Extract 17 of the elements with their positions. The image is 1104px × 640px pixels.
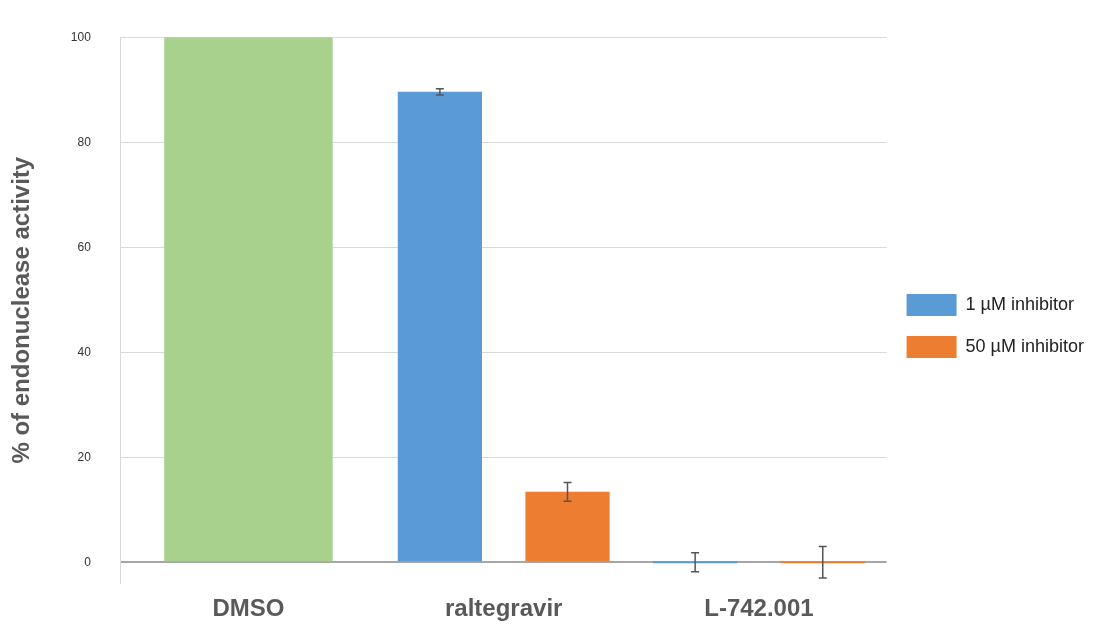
legend-label: 1 µM inhibitor [965,293,1074,314]
x-tick-label: DMSO [212,594,285,622]
bar [397,91,482,562]
x-tick-label: raltegravir [445,594,563,622]
y-tick-label: 80 [77,134,92,149]
legend-label: 50 µM inhibitor [965,335,1085,356]
bar [525,491,610,562]
y-tick-label: 40 [77,344,92,359]
y-tick-label: 60 [77,239,92,254]
y-tick-label: 100 [70,29,92,44]
y-tick-label: 20 [77,449,92,464]
bar [653,561,738,564]
x-tick-label: L-742.001 [704,594,814,622]
y-axis-title: % of endonuclease activity [7,156,35,464]
y-tick-label: 0 [84,554,92,569]
bar [164,37,333,562]
bar [780,561,865,564]
